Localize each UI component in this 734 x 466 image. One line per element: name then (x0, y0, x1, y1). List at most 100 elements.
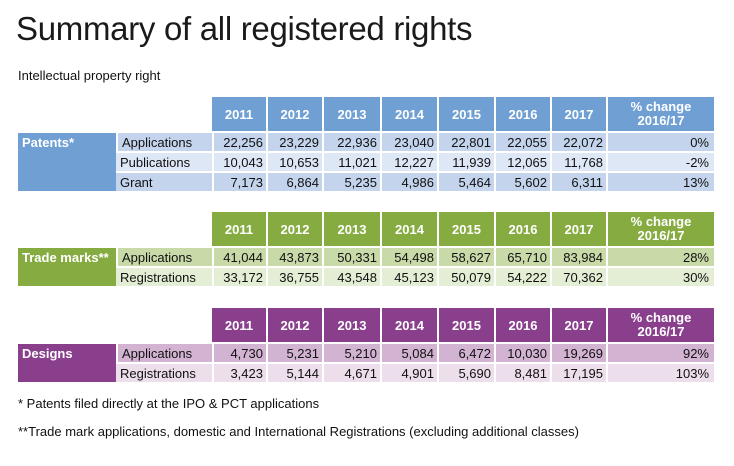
table-row: Grant 7,173 6,864 5,235 4,986 5,464 5,602 6,311… (18, 171, 714, 191)
header-blank (18, 97, 212, 131)
value-cell: 70,362 (550, 266, 606, 286)
value-cell: 10,653 (266, 151, 322, 171)
value-cell: 83,984 (550, 246, 606, 266)
header-blank (18, 212, 212, 246)
year-header: 2017 (550, 97, 606, 131)
year-header: 2014 (380, 97, 437, 131)
value-cell: 65,710 (494, 246, 550, 266)
table-row: Trade marks** Applications 41,044 43,873 50,… (18, 246, 714, 286)
value-cell: 4,901 (380, 362, 437, 382)
value-cell: 10,043 (212, 151, 266, 171)
value-cell: 5,084 (380, 342, 437, 362)
year-header: 2011 (212, 97, 266, 131)
value-cell: 41,044 (212, 246, 266, 266)
row-label: Registrations (116, 362, 212, 382)
footnote-patents: * Patents filed directly at the IPO & PC… (18, 396, 320, 411)
pct-change-header: % change 2016/17 (606, 308, 714, 342)
year-header: 2012 (266, 97, 322, 131)
value-cell: 5,231 (266, 342, 322, 362)
pct-change-cell: 92% (606, 342, 714, 362)
pct-change-cell: 103% (606, 362, 714, 382)
year-header: 2013 (322, 97, 380, 131)
table-row: Designs Applications 4,730 5,231 5,210 5,084 6… (18, 342, 714, 382)
header-row: 2011 2012 2013 2014 2015 2016 2017% change 2016… (18, 97, 714, 131)
value-cell: 36,755 (266, 266, 322, 286)
year-header: 2017 (550, 308, 606, 342)
value-cell: 50,331 (322, 246, 380, 266)
pct-change-header: % change 2016/17 (606, 97, 714, 131)
value-cell: 6,472 (437, 342, 494, 362)
year-header: 2013 (322, 212, 380, 246)
header-row: 2011 2012 2013 2014 2015 2016 2017% change 2016… (18, 212, 714, 246)
value-cell: 6,311 (550, 171, 606, 191)
value-cell: 54,222 (494, 266, 550, 286)
value-cell: 5,690 (437, 362, 494, 382)
year-header: 2015 (437, 308, 494, 342)
value-cell: 45,123 (380, 266, 437, 286)
year-header: 2011 (212, 212, 266, 246)
page-subtitle: Intellectual property right (18, 68, 161, 83)
row-label: Applications (116, 246, 212, 266)
pct-change-header-line: 2016/17 (637, 228, 685, 243)
year-header: 2015 (437, 212, 494, 246)
value-cell: 7,173 (212, 171, 266, 191)
page-title: Summary of all registered rights (16, 10, 473, 47)
value-cell: 6,864 (266, 171, 322, 191)
value-cell: 11,768 (550, 151, 606, 171)
row-label: Applications (116, 342, 212, 362)
footnote-trade-marks: **Trade mark applications, domestic and … (18, 424, 579, 439)
value-cell: 22,801 (437, 131, 494, 151)
table-row: Registrations 33,172 36,755 43,548 45,123 50,… (18, 266, 714, 286)
value-cell: 12,065 (494, 151, 550, 171)
group-name: Designs (18, 342, 116, 382)
pct-change-header-line: 2016/17 (637, 324, 685, 339)
value-cell: 23,229 (266, 131, 322, 151)
value-cell: 3,423 (212, 362, 266, 382)
pct-change-cell: 30% (606, 266, 714, 286)
value-cell: 22,055 (494, 131, 550, 151)
value-cell: 5,144 (266, 362, 322, 382)
patents-table: 2011 2012 2013 2014 2015 2016 2017% change 2016… (18, 97, 714, 191)
pct-change-cell: -2% (606, 151, 714, 171)
pct-change-cell: 28% (606, 246, 714, 266)
designs-table: 2011 2012 2013 2014 2015 2016 2017% change 2016… (18, 308, 714, 382)
year-header: 2013 (322, 308, 380, 342)
value-cell: 58,627 (437, 246, 494, 266)
value-cell: 19,269 (550, 342, 606, 362)
group-name: Trade marks** (18, 246, 116, 286)
row-label: Publications (116, 151, 212, 171)
value-cell: 22,936 (322, 131, 380, 151)
value-cell: 11,021 (322, 151, 380, 171)
pct-change-header: % change 2016/17 (606, 212, 714, 246)
table-row: Publications 10,043 10,653 11,021 12,227 11,9… (18, 151, 714, 171)
value-cell: 23,040 (380, 131, 437, 151)
value-cell: 12,227 (380, 151, 437, 171)
trade-marks-table: 2011 2012 2013 2014 2015 2016 2017% change 2016… (18, 212, 714, 286)
value-cell: 8,481 (494, 362, 550, 382)
year-header: 2016 (494, 212, 550, 246)
year-header: 2012 (266, 308, 322, 342)
row-label: Grant (116, 171, 212, 191)
year-header: 2011 (212, 308, 266, 342)
value-cell: 11,939 (437, 151, 494, 171)
value-cell: 54,498 (380, 246, 437, 266)
value-cell: 4,986 (380, 171, 437, 191)
year-header: 2016 (494, 97, 550, 131)
year-header: 2015 (437, 97, 494, 131)
value-cell: 33,172 (212, 266, 266, 286)
value-cell: 50,079 (437, 266, 494, 286)
value-cell: 22,072 (550, 131, 606, 151)
year-header: 2016 (494, 308, 550, 342)
header-blank (18, 308, 212, 342)
value-cell: 5,464 (437, 171, 494, 191)
value-cell: 17,195 (550, 362, 606, 382)
table-row: Registrations 3,423 5,144 4,671 4,901 5,690 8,… (18, 362, 714, 382)
pct-change-cell: 0% (606, 131, 714, 151)
row-label: Applications (116, 131, 212, 151)
pct-change-header-line: 2016/17 (637, 113, 685, 128)
year-header: 2014 (380, 308, 437, 342)
value-cell: 5,235 (322, 171, 380, 191)
pct-change-header-line: % change (630, 214, 692, 229)
value-cell: 4,730 (212, 342, 266, 362)
year-header: 2014 (380, 212, 437, 246)
